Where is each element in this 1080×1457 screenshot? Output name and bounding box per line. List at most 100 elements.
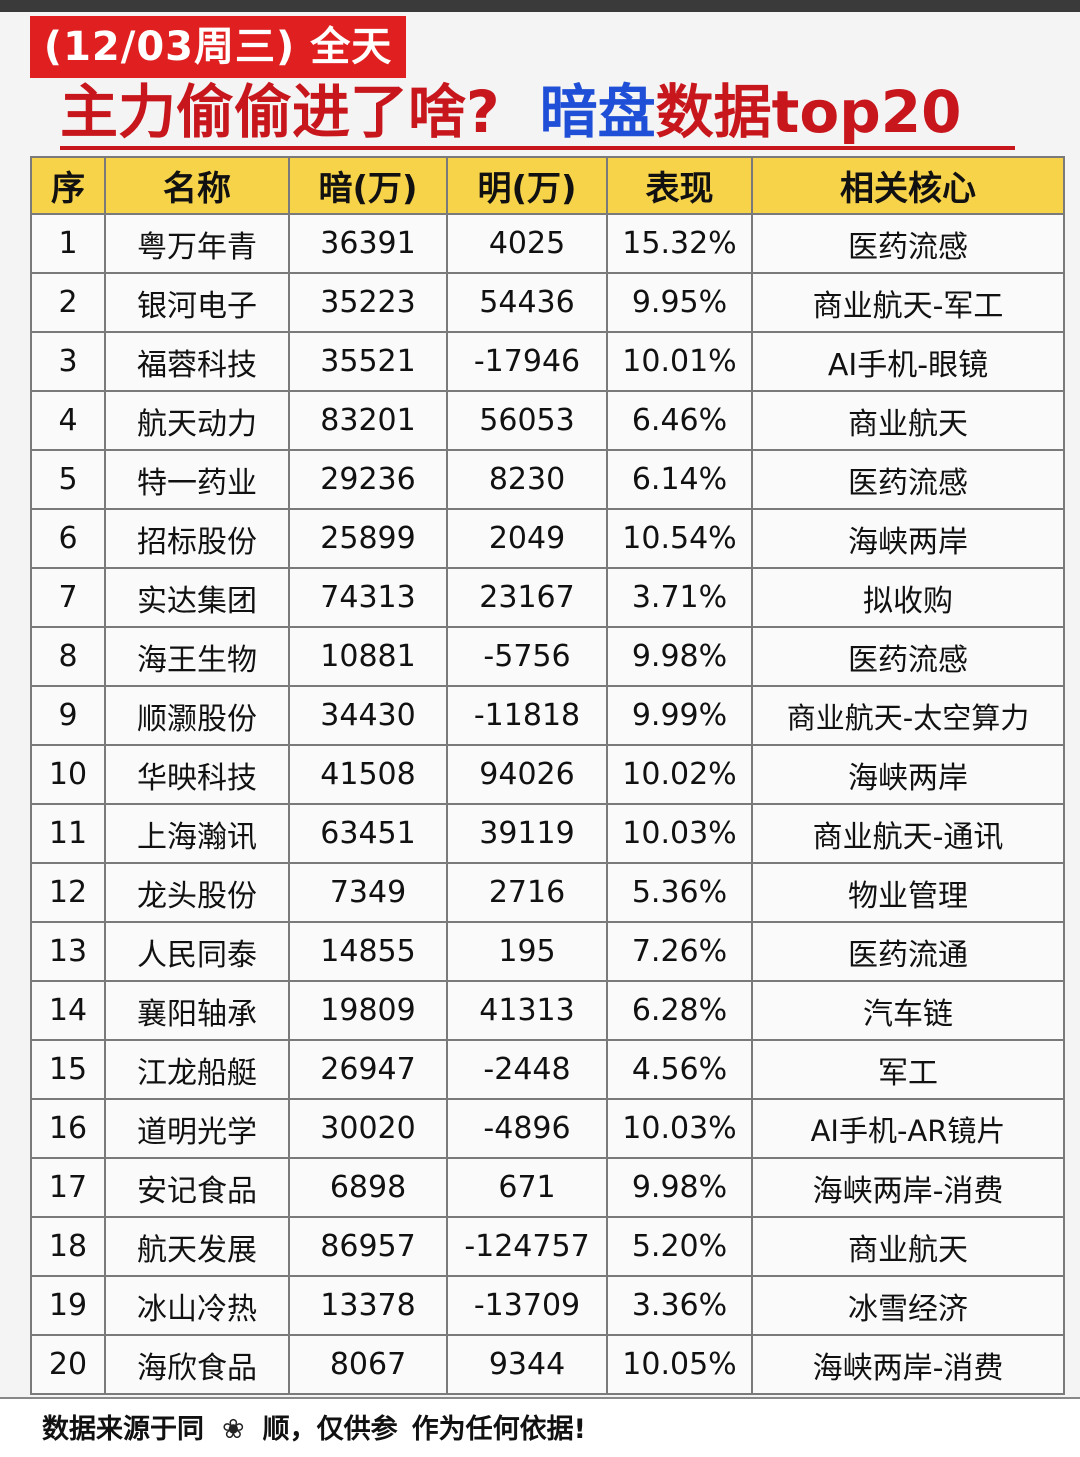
row-index: 6 <box>30 508 106 569</box>
stock-name: 江龙船艇 <box>104 1039 290 1100</box>
stock-name: 海王生物 <box>104 626 290 687</box>
an-value: 6898 <box>288 1157 448 1218</box>
an-value: 26947 <box>288 1039 448 1100</box>
core-theme: 商业航天-军工 <box>751 272 1065 333</box>
core-theme: 医药流通 <box>751 921 1065 982</box>
perf-value: 9.98% <box>606 626 753 687</box>
col-header-ming: 明(万) <box>446 156 608 215</box>
perf-value: 7.26% <box>606 921 753 982</box>
title-underline <box>60 146 1015 150</box>
row-index: 13 <box>30 921 106 982</box>
perf-value: 10.03% <box>606 1098 753 1159</box>
perf-value: 9.95% <box>606 272 753 333</box>
source-suffix: 顺，仅供参 <box>262 1414 398 1445</box>
row-index: 17 <box>30 1157 106 1218</box>
row-index: 12 <box>30 862 106 923</box>
col-header-an: 暗(万) <box>288 156 448 215</box>
perf-value: 5.20% <box>606 1216 753 1277</box>
ming-value: -17946 <box>446 331 608 392</box>
core-theme: 商业航天-通讯 <box>751 803 1065 864</box>
data-table: 序 名称 暗(万) 明(万) 表现 相关核心 1 粤万年青 36391 4025 15.… <box>30 156 1065 1395</box>
row-index: 5 <box>30 449 106 510</box>
core-theme: 商业航天 <box>751 1216 1065 1277</box>
perf-value: 10.03% <box>606 803 753 864</box>
ming-value: 39119 <box>446 803 608 864</box>
an-value: 7349 <box>288 862 448 923</box>
col-header-perf: 表现 <box>606 156 753 215</box>
core-theme: 医药流感 <box>751 213 1065 274</box>
row-index: 19 <box>30 1275 106 1336</box>
ming-value: 195 <box>446 921 608 982</box>
ming-value: 9344 <box>446 1334 608 1395</box>
title-part-2: 暗盘 <box>539 78 656 146</box>
source-prefix: 数据来源于同 <box>42 1414 204 1445</box>
footer: 数据来源于同 ❀ 顺，仅供参 作为任何依据! <box>0 1397 1080 1457</box>
stock-name: 安记食品 <box>104 1157 290 1218</box>
table-row: 16 道明光学 30020 -4896 10.03% AI手机-AR镜片 <box>30 1098 1065 1159</box>
table-row: 3 福蓉科技 35521 -17946 10.01% AI手机-眼镜 <box>30 331 1065 392</box>
core-theme: 商业航天 <box>751 390 1065 451</box>
table-row: 9 顺灏股份 34430 -11818 9.99% 商业航天-太空算力 <box>30 685 1065 746</box>
ming-value: 23167 <box>446 567 608 628</box>
row-index: 2 <box>30 272 106 333</box>
core-theme: 商业航天-太空算力 <box>751 685 1065 746</box>
disclaimer-end: 作为任何依据! <box>411 1414 586 1445</box>
an-value: 8067 <box>288 1334 448 1395</box>
ming-value: -11818 <box>446 685 608 746</box>
ming-value: 2049 <box>446 508 608 569</box>
core-theme: 海峡两岸-消费 <box>751 1157 1065 1218</box>
table-row: 13 人民同泰 14855 195 7.26% 医药流通 <box>30 921 1065 982</box>
table-body: 1 粤万年青 36391 4025 15.32% 医药流感 2 银河电子 35223 54436 9… <box>30 213 1065 1395</box>
top-bar <box>0 0 1080 12</box>
perf-value: 10.05% <box>606 1334 753 1395</box>
row-index: 14 <box>30 980 106 1041</box>
an-value: 86957 <box>288 1216 448 1277</box>
row-index: 9 <box>30 685 106 746</box>
table-header-row: 序 名称 暗(万) 明(万) 表现 相关核心 <box>30 156 1065 215</box>
perf-value: 10.54% <box>606 508 753 569</box>
core-theme: 军工 <box>751 1039 1065 1100</box>
stock-name: 顺灏股份 <box>104 685 290 746</box>
core-theme: 海峡两岸 <box>751 744 1065 805</box>
an-value: 35223 <box>288 272 448 333</box>
stock-name: 实达集团 <box>104 567 290 628</box>
row-index: 20 <box>30 1334 106 1395</box>
ming-value: 56053 <box>446 390 608 451</box>
ming-value: 94026 <box>446 744 608 805</box>
perf-value: 10.01% <box>606 331 753 392</box>
row-index: 1 <box>30 213 106 274</box>
date-badge: (12/03周三) 全天 <box>30 16 406 78</box>
an-value: 74313 <box>288 567 448 628</box>
table-row: 7 实达集团 74313 23167 3.71% 拟收购 <box>30 567 1065 628</box>
core-theme: AI手机-眼镜 <box>751 331 1065 392</box>
ming-value: -13709 <box>446 1275 608 1336</box>
perf-value: 10.02% <box>606 744 753 805</box>
stock-name: 龙头股份 <box>104 862 290 923</box>
perf-value: 6.46% <box>606 390 753 451</box>
page-title: 主力偷偷进了啥? 暗盘数据top20 <box>60 76 961 148</box>
perf-value: 6.14% <box>606 449 753 510</box>
core-theme: AI手机-AR镜片 <box>751 1098 1065 1159</box>
core-theme: 医药流感 <box>751 626 1065 687</box>
perf-value: 3.36% <box>606 1275 753 1336</box>
stock-name: 道明光学 <box>104 1098 290 1159</box>
perf-value: 6.28% <box>606 980 753 1041</box>
row-index: 18 <box>30 1216 106 1277</box>
core-theme: 医药流感 <box>751 449 1065 510</box>
an-value: 41508 <box>288 744 448 805</box>
row-index: 11 <box>30 803 106 864</box>
an-value: 19809 <box>288 980 448 1041</box>
stock-name: 特一药业 <box>104 449 290 510</box>
stock-name: 华映科技 <box>104 744 290 805</box>
table-row: 15 江龙船艇 26947 -2448 4.56% 军工 <box>30 1039 1065 1100</box>
row-index: 15 <box>30 1039 106 1100</box>
stock-name: 招标股份 <box>104 508 290 569</box>
table-row: 2 银河电子 35223 54436 9.95% 商业航天-军工 <box>30 272 1065 333</box>
table-row: 1 粤万年青 36391 4025 15.32% 医药流感 <box>30 213 1065 274</box>
ming-value: -4896 <box>446 1098 608 1159</box>
ming-value: 4025 <box>446 213 608 274</box>
an-value: 63451 <box>288 803 448 864</box>
an-value: 25899 <box>288 508 448 569</box>
an-value: 10881 <box>288 626 448 687</box>
title-part-3: 数据top20 <box>655 78 962 146</box>
